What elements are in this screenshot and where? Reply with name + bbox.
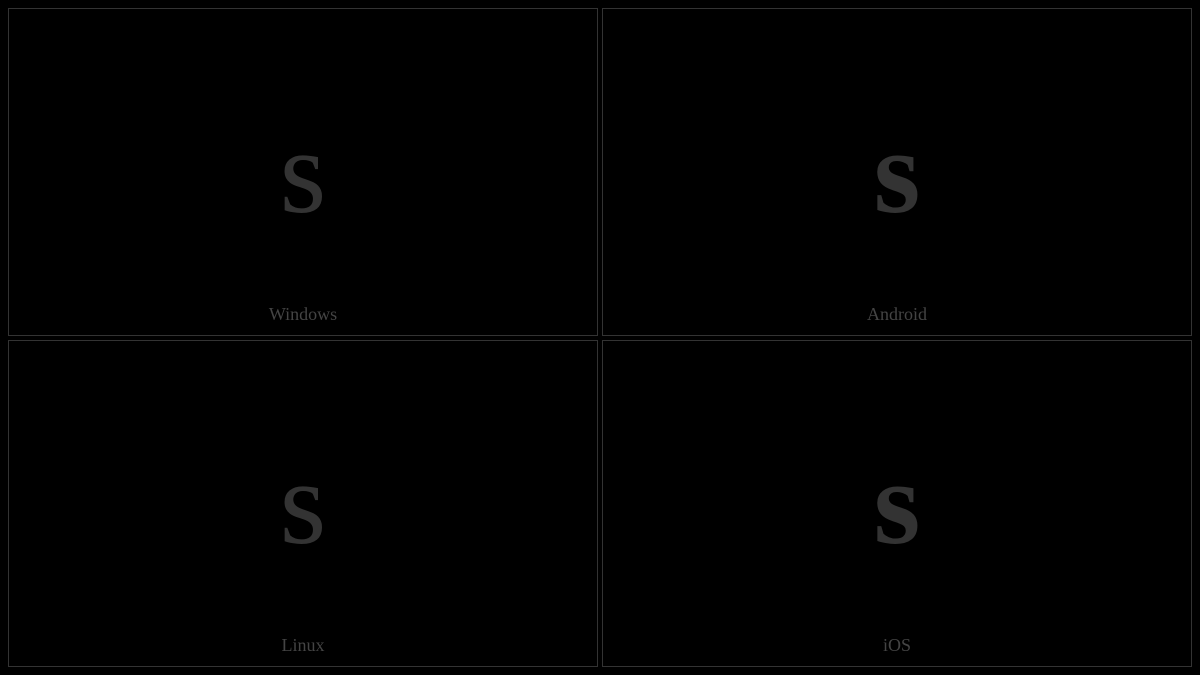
glyph-character: s — [874, 112, 921, 232]
platform-label: Linux — [282, 635, 325, 656]
platform-label: Windows — [269, 304, 337, 325]
glyph-cell-windows: s Windows — [8, 8, 598, 336]
glyph-cell-linux: s Linux — [8, 340, 598, 668]
glyph-character: s — [280, 112, 327, 232]
glyph-cell-ios: s iOS — [602, 340, 1192, 668]
glyph-character: s — [874, 443, 921, 563]
platform-label: iOS — [883, 635, 911, 656]
glyph-character: s — [280, 443, 327, 563]
platform-label: Android — [867, 304, 927, 325]
glyph-cell-android: s Android — [602, 8, 1192, 336]
